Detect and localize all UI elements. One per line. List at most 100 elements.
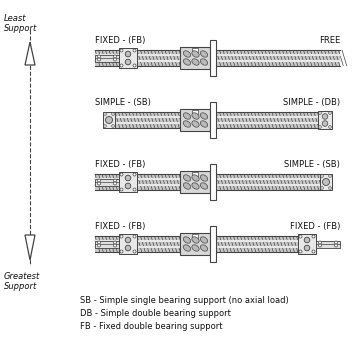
Text: Greatest
Support: Greatest Support bbox=[4, 272, 40, 291]
Circle shape bbox=[97, 244, 101, 247]
Ellipse shape bbox=[184, 113, 191, 119]
Bar bbox=[192, 234, 198, 238]
Polygon shape bbox=[25, 42, 35, 65]
Circle shape bbox=[133, 235, 136, 238]
Ellipse shape bbox=[192, 59, 199, 65]
Bar bbox=[210, 102, 216, 138]
Circle shape bbox=[304, 245, 310, 251]
Bar bbox=[180, 171, 210, 193]
Circle shape bbox=[319, 244, 321, 247]
Circle shape bbox=[97, 179, 101, 182]
Circle shape bbox=[329, 187, 331, 189]
Text: FIXED - (FB): FIXED - (FB) bbox=[95, 160, 146, 169]
Bar bbox=[95, 174, 119, 190]
Circle shape bbox=[133, 173, 136, 176]
Ellipse shape bbox=[184, 51, 191, 57]
Circle shape bbox=[312, 250, 315, 253]
Circle shape bbox=[120, 235, 123, 238]
Ellipse shape bbox=[200, 59, 208, 65]
Ellipse shape bbox=[192, 113, 199, 119]
Circle shape bbox=[97, 55, 101, 58]
Ellipse shape bbox=[200, 183, 208, 189]
Circle shape bbox=[323, 179, 329, 185]
Circle shape bbox=[329, 112, 331, 114]
Circle shape bbox=[120, 173, 123, 176]
Circle shape bbox=[321, 175, 323, 177]
Circle shape bbox=[125, 59, 131, 65]
Circle shape bbox=[114, 55, 117, 58]
Text: FB - Fixed double bearing support: FB - Fixed double bearing support bbox=[80, 322, 223, 331]
Text: SB - Simple single bearing support (no axial load): SB - Simple single bearing support (no a… bbox=[80, 296, 289, 305]
Circle shape bbox=[114, 182, 117, 185]
Circle shape bbox=[312, 235, 315, 238]
Bar bbox=[216, 174, 320, 190]
Bar bbox=[210, 226, 216, 262]
Ellipse shape bbox=[200, 51, 208, 57]
Circle shape bbox=[120, 188, 123, 191]
Bar bbox=[320, 174, 332, 190]
Circle shape bbox=[125, 245, 131, 251]
Circle shape bbox=[125, 237, 131, 243]
Bar bbox=[216, 236, 298, 252]
Ellipse shape bbox=[200, 121, 208, 127]
Ellipse shape bbox=[192, 237, 199, 243]
Bar bbox=[216, 112, 318, 128]
Circle shape bbox=[133, 49, 136, 52]
Ellipse shape bbox=[200, 113, 208, 119]
Circle shape bbox=[125, 183, 131, 189]
Bar bbox=[192, 172, 198, 176]
Circle shape bbox=[321, 187, 323, 189]
Ellipse shape bbox=[192, 175, 199, 181]
Circle shape bbox=[334, 241, 337, 244]
Bar bbox=[210, 40, 216, 76]
Ellipse shape bbox=[200, 245, 208, 251]
Ellipse shape bbox=[192, 51, 199, 57]
Circle shape bbox=[334, 244, 337, 247]
Bar bbox=[95, 240, 119, 248]
Circle shape bbox=[120, 250, 123, 253]
Text: SIMPLE - (DB): SIMPLE - (DB) bbox=[283, 98, 340, 107]
Text: FIXED - (FB): FIXED - (FB) bbox=[290, 222, 340, 231]
Circle shape bbox=[120, 49, 123, 52]
Bar bbox=[316, 240, 340, 248]
Circle shape bbox=[125, 51, 131, 57]
Circle shape bbox=[114, 241, 117, 244]
Bar bbox=[318, 111, 332, 129]
Bar bbox=[180, 47, 210, 69]
Bar bbox=[137, 236, 180, 252]
Bar bbox=[180, 233, 210, 255]
Bar bbox=[119, 48, 137, 68]
Circle shape bbox=[120, 64, 123, 67]
Ellipse shape bbox=[184, 237, 191, 243]
Circle shape bbox=[104, 113, 106, 115]
Bar bbox=[95, 236, 119, 252]
Circle shape bbox=[322, 114, 328, 119]
Ellipse shape bbox=[200, 237, 208, 243]
Circle shape bbox=[133, 188, 136, 191]
Circle shape bbox=[112, 125, 114, 127]
Circle shape bbox=[97, 58, 101, 61]
Circle shape bbox=[104, 125, 106, 127]
Text: FIXED - (FB): FIXED - (FB) bbox=[95, 222, 146, 231]
Bar bbox=[137, 174, 180, 190]
Bar bbox=[192, 48, 198, 52]
Bar bbox=[95, 179, 119, 185]
Ellipse shape bbox=[184, 175, 191, 181]
Circle shape bbox=[105, 117, 113, 123]
Bar bbox=[216, 50, 340, 66]
Bar bbox=[119, 172, 137, 192]
Ellipse shape bbox=[200, 175, 208, 181]
Text: FIXED - (FB): FIXED - (FB) bbox=[95, 36, 146, 45]
Ellipse shape bbox=[192, 245, 199, 251]
Ellipse shape bbox=[192, 183, 199, 189]
Ellipse shape bbox=[184, 121, 191, 127]
Circle shape bbox=[114, 244, 117, 247]
Circle shape bbox=[322, 121, 328, 126]
Text: DB - Simple double bearing support: DB - Simple double bearing support bbox=[80, 309, 231, 318]
Circle shape bbox=[133, 64, 136, 67]
Ellipse shape bbox=[192, 121, 199, 127]
Circle shape bbox=[299, 235, 302, 238]
Bar bbox=[115, 112, 180, 128]
Text: SIMPLE - (SB): SIMPLE - (SB) bbox=[95, 98, 151, 107]
Bar bbox=[298, 234, 316, 254]
